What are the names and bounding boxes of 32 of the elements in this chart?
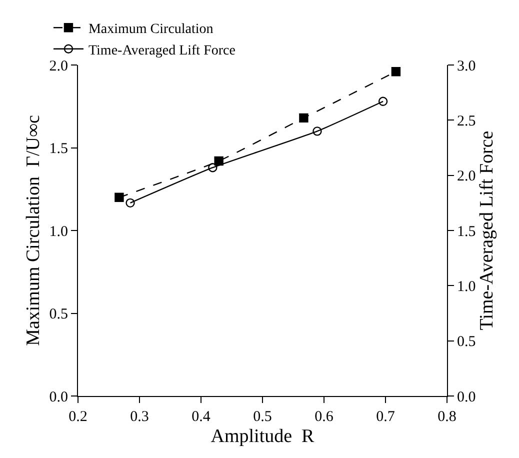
- y2-tick-label: 3.0: [457, 58, 476, 74]
- legend-label: Maximum Circulation: [88, 22, 214, 38]
- y-tick-label: 0.0: [49, 389, 68, 406]
- x-tick-label: 0.5: [253, 409, 272, 425]
- x-tick-label: 0.2: [68, 409, 88, 425]
- y2-tick-label: 2.0: [457, 168, 476, 185]
- y-tick-label: 1.0: [49, 224, 68, 240]
- y2-tick-label: 1.0: [457, 278, 476, 295]
- legend-label: Time-Averaged Lift Force: [88, 43, 236, 58]
- y2-tick-label: 0.5: [457, 334, 476, 350]
- point: [114, 192, 124, 202]
- y2-tick-label: 0.0: [457, 389, 476, 406]
- y-tick-label: 1.5: [49, 141, 68, 157]
- y2-tick-label: 2.5: [457, 113, 476, 130]
- x-tick-label: 0.4: [192, 409, 211, 425]
- point: [214, 156, 224, 166]
- y-axis-title: Maximum Circulation Γ/U∞c: [23, 115, 44, 346]
- x-tick-label: 0.3: [130, 409, 149, 425]
- x-tick-label: 0.8: [438, 409, 456, 425]
- point: [378, 96, 388, 106]
- y-tick-label: 0.5: [49, 306, 68, 322]
- y2-tick-label: 1.5: [457, 224, 476, 240]
- x-axis-title: Amplitude R: [210, 426, 315, 447]
- point: [299, 113, 308, 123]
- x-tick-label: 0.7: [376, 409, 396, 425]
- point: [208, 163, 218, 172]
- y2-axis-title: Time-Averaged Lift Force: [476, 130, 498, 330]
- point: [312, 126, 322, 136]
- y-tick-label: 2.0: [49, 58, 68, 74]
- point: [126, 198, 135, 208]
- point: [391, 67, 401, 76]
- x-tick-label: 0.6: [314, 409, 334, 425]
